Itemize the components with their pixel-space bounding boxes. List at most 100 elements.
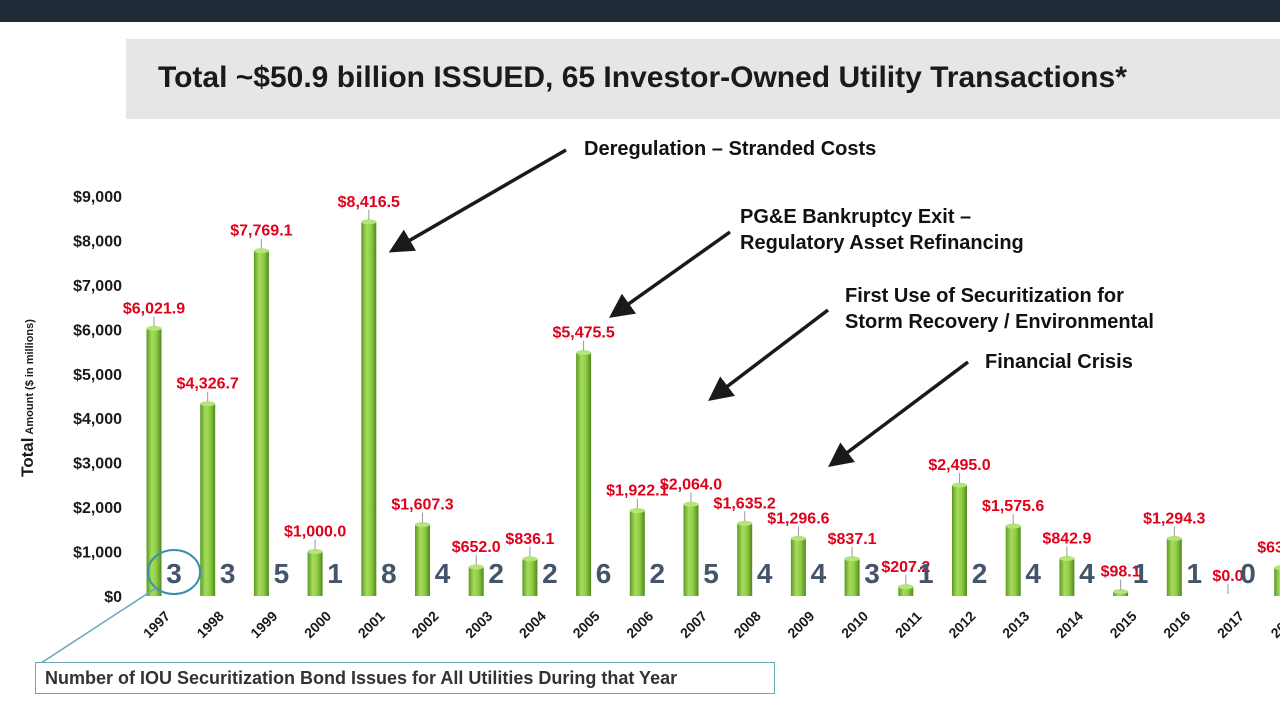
x-tick-label: 2000 — [301, 608, 334, 641]
bar-top — [1113, 589, 1129, 595]
x-tick-label: 2012 — [945, 608, 978, 641]
annotation-line: PG&E Bankruptcy Exit – — [740, 206, 972, 228]
y-axis-label-main: Total — [18, 438, 37, 477]
value-label: $836.1 — [505, 531, 554, 548]
issue-count-label: 3 — [220, 558, 236, 589]
x-tick-label: 2005 — [569, 608, 602, 641]
issue-count-label: 1 — [327, 558, 343, 589]
issue-count-label: 5 — [703, 558, 719, 589]
value-label: $8,416.5 — [338, 194, 400, 211]
value-label: $1,635.2 — [714, 495, 776, 512]
y-tick-label: $2,000 — [73, 500, 122, 517]
value-label: $635.7 — [1257, 540, 1280, 557]
bar-top — [522, 556, 538, 562]
bar-top — [790, 535, 806, 541]
issue-count-label: 4 — [811, 558, 827, 589]
arrow-deregulation — [388, 148, 567, 253]
value-label: $207.2 — [881, 559, 930, 576]
bar — [415, 524, 430, 596]
y-axis-label: Total Amount ($ in millions) — [18, 319, 37, 477]
chart-title: Total ~$50.9 billion ISSUED, 65 Investor… — [158, 61, 1127, 94]
issue-count-label: 4 — [1025, 558, 1041, 589]
footnote-pointer-line — [37, 587, 157, 666]
x-tick-label: 2010 — [838, 608, 871, 641]
footnote-box: Number of IOU Securitization Bond Issues… — [35, 662, 775, 694]
bar — [629, 510, 645, 596]
issue-count-label: 2 — [488, 558, 504, 589]
value-label: $98.1 — [1101, 564, 1141, 581]
bar — [952, 485, 967, 596]
x-tick-label: 2004 — [516, 608, 549, 641]
issue-count-label: 4 — [1079, 558, 1095, 589]
bar-top — [683, 501, 699, 507]
y-axis-title: Total Amount ($ in millions) — [18, 319, 37, 477]
arrow-pge-bankruptcy — [609, 230, 732, 318]
count-highlight-circle — [147, 549, 201, 595]
arrow-storm-recovery — [708, 308, 830, 401]
y-tick-label: $3,000 — [73, 456, 122, 473]
bars: $6,021.9 3 $4,326.7 3 $7,769.1 5 $1,000.0 1 $8,4… — [123, 194, 1280, 596]
x-tick-label: 2016 — [1160, 608, 1193, 641]
bar — [361, 221, 377, 596]
annotation-storm-recovery: First Use of Securitization for Storm Re… — [845, 283, 1154, 335]
x-tick-label: 1998 — [193, 608, 226, 641]
bar — [1166, 538, 1182, 596]
bar-top — [576, 350, 592, 356]
bar — [253, 250, 269, 596]
annotation-line: First Use of Securitization for — [845, 285, 1124, 307]
x-tick-label: 2008 — [730, 608, 763, 641]
bar — [737, 523, 753, 596]
value-label: $1,575.6 — [982, 498, 1044, 515]
bar — [522, 558, 538, 596]
issue-count-label: 1 — [1133, 558, 1149, 589]
y-tick-label: $7,000 — [73, 278, 122, 295]
bar — [200, 403, 216, 596]
x-tick-label: 2007 — [677, 608, 710, 641]
issue-count-label: 3 — [864, 558, 880, 589]
bar — [1274, 567, 1280, 596]
bar-top — [737, 520, 753, 526]
x-tick-label: 2009 — [784, 608, 817, 641]
bar — [683, 504, 699, 596]
bar-top — [629, 508, 645, 514]
annotation-financial-crisis: Financial Crisis — [985, 349, 1133, 375]
x-tick-label: 2002 — [408, 608, 441, 641]
y-axis-label-sub: Amount ($ in millions) — [24, 319, 36, 435]
issue-count-label: 1 — [918, 558, 934, 589]
x-tick-label: 1997 — [140, 608, 173, 641]
x-axis: 1997 1998 1999 2000 2001 2002 2003 2004 2005 2006… — [140, 608, 1280, 641]
bar — [468, 567, 484, 596]
value-label: $652.0 — [452, 539, 501, 556]
value-label: $4,326.7 — [177, 376, 239, 393]
bar-top — [898, 584, 914, 590]
annotation-line: Storm Recovery / Environmental — [845, 311, 1154, 333]
bar-top — [253, 248, 269, 254]
x-tick-label: 2006 — [623, 608, 656, 641]
issue-count-label: 2 — [650, 558, 666, 589]
bar — [307, 551, 323, 596]
value-label: $7,769.1 — [230, 223, 292, 240]
issue-count-label: 2 — [972, 558, 988, 589]
x-tick-label: 2001 — [355, 608, 388, 641]
issue-count-label: 4 — [757, 558, 773, 589]
title-banner: Total ~$50.9 billion ISSUED, 65 Investor… — [126, 39, 1280, 119]
issue-count-label: 8 — [381, 558, 397, 589]
bar — [1059, 558, 1075, 596]
bar-top — [952, 482, 967, 488]
value-label: $2,064.0 — [660, 476, 722, 493]
issue-count-label: 2 — [542, 558, 558, 589]
value-label: $837.1 — [828, 531, 877, 548]
bar — [576, 352, 592, 596]
annotation-line: Financial Crisis — [985, 351, 1133, 373]
bar-top — [1166, 535, 1182, 541]
y-tick-label: $4,000 — [73, 411, 122, 428]
annotation-pge-bankruptcy: PG&E Bankruptcy Exit – Regulatory Asset … — [740, 204, 1024, 256]
x-tick-label: 2011 — [892, 608, 925, 641]
y-axis: $0 $1,000 $2,000 $3,000 $4,000 $5,000 $6,000 $7… — [73, 189, 122, 606]
bar-top — [361, 219, 377, 225]
x-tick-label: 2018 — [1267, 608, 1280, 641]
bar-top — [415, 522, 430, 528]
x-tick-label: 2013 — [999, 608, 1032, 641]
y-tick-label: $0 — [104, 589, 122, 606]
